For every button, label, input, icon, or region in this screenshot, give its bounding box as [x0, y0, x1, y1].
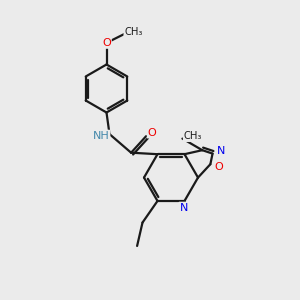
- Text: N: N: [217, 146, 225, 156]
- Text: O: O: [148, 128, 157, 138]
- Text: O: O: [102, 38, 111, 48]
- Text: CH₃: CH₃: [184, 131, 202, 141]
- Text: N: N: [179, 202, 188, 213]
- Text: NH: NH: [93, 130, 110, 141]
- Text: O: O: [214, 162, 223, 172]
- Text: CH₃: CH₃: [124, 27, 143, 38]
